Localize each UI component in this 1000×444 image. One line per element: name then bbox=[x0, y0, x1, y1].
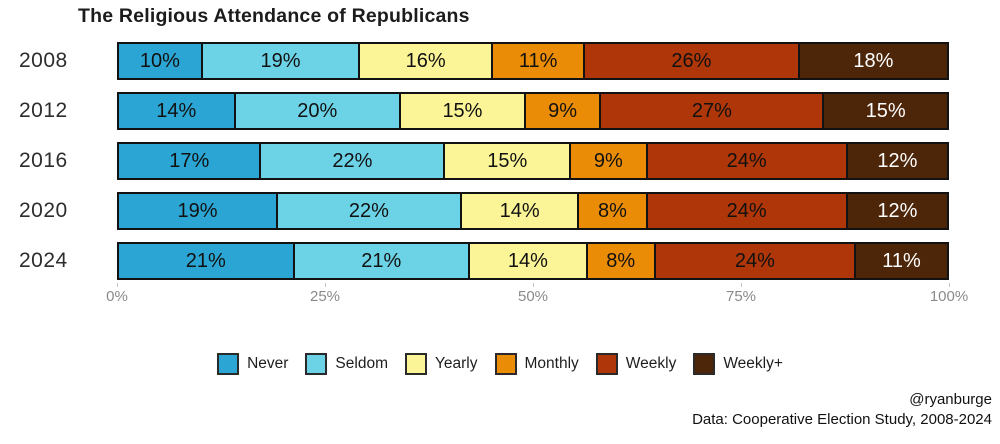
bar-segment-yearly: 15% bbox=[399, 92, 526, 130]
bar-segment-weekly: 24% bbox=[653, 242, 857, 280]
legend-swatch bbox=[217, 353, 240, 375]
axis-tick-label: 25% bbox=[309, 288, 341, 305]
bar-row: 2016 17% 22% 15% 9% 24% 12% bbox=[0, 142, 1000, 180]
legend-label: Never bbox=[247, 355, 289, 372]
bar-segment-never: 14% bbox=[117, 92, 236, 130]
year-label: 2008 bbox=[19, 49, 68, 72]
bar-segment-weekly: 27% bbox=[599, 92, 825, 130]
x-axis: 0% 25% 50% 75% 100% bbox=[106, 283, 968, 307]
bar-segment-seldom: 22% bbox=[259, 142, 446, 180]
legend-swatch bbox=[404, 353, 427, 375]
axis-tick-label: 100% bbox=[929, 288, 969, 305]
legend: Never Seldom Yearly Monthly Weekly Weekly+ bbox=[0, 353, 1000, 375]
bar-segment-never: 21% bbox=[117, 242, 295, 280]
chart-title: The Religious Attendance of Republicans bbox=[78, 5, 470, 27]
axis-tick-label: 50% bbox=[517, 288, 549, 305]
axis-tick bbox=[117, 283, 118, 287]
legend-item-weekly: Weekly bbox=[595, 353, 677, 375]
legend-swatch bbox=[494, 353, 517, 375]
stacked-bar: 21% 21% 14% 8% 24% 11% bbox=[117, 242, 949, 280]
stacked-bar: 17% 22% 15% 9% 24% 12% bbox=[117, 142, 949, 180]
bar-segment-yearly: 14% bbox=[459, 192, 580, 230]
axis-tick bbox=[741, 283, 742, 287]
bar-segment-weekly: 24% bbox=[645, 192, 848, 230]
bar-segment-monthly: 8% bbox=[585, 242, 656, 280]
legend-item-monthly: Monthly bbox=[494, 353, 579, 375]
bar-segment-monthly: 9% bbox=[569, 142, 648, 180]
legend-item-weekly-plus: Weekly+ bbox=[693, 353, 783, 375]
stacked-bar: 19% 22% 14% 8% 24% 12% bbox=[117, 192, 949, 230]
bar-segment-never: 17% bbox=[117, 142, 262, 180]
bar-segment-weekly-plus: 12% bbox=[845, 142, 949, 180]
bar-row: 2008 10% 19% 16% 11% 26% 18% bbox=[0, 42, 1000, 80]
bar-segment-yearly: 16% bbox=[358, 42, 494, 80]
bar-segment-monthly: 9% bbox=[523, 92, 602, 130]
year-label: 2024 bbox=[19, 249, 68, 272]
legend-swatch bbox=[693, 353, 716, 375]
bar-segment-weekly: 26% bbox=[583, 42, 800, 80]
data-source: Data: Cooperative Election Study, 2008-2… bbox=[692, 411, 992, 428]
bar-segment-weekly-plus: 15% bbox=[822, 92, 949, 130]
bar-segment-seldom: 22% bbox=[275, 192, 462, 230]
bar-row: 2012 14% 20% 15% 9% 27% 15% bbox=[0, 92, 1000, 130]
legend-label: Yearly bbox=[434, 355, 478, 372]
legend-label: Seldom bbox=[335, 355, 388, 372]
bar-segment-seldom: 21% bbox=[292, 242, 471, 280]
bar-segment-weekly-plus: 12% bbox=[845, 192, 949, 230]
axis-tick bbox=[325, 283, 326, 287]
legend-swatch bbox=[595, 353, 618, 375]
footer: @ryanburge Data: Cooperative Election St… bbox=[692, 390, 992, 430]
legend-swatch bbox=[305, 353, 328, 375]
axis-tick-label: 75% bbox=[725, 288, 757, 305]
axis-tick bbox=[533, 283, 534, 287]
legend-item-seldom: Seldom bbox=[305, 353, 388, 375]
bar-segment-monthly: 11% bbox=[491, 42, 586, 80]
bar-segment-monthly: 8% bbox=[577, 192, 648, 230]
bar-segment-weekly-plus: 18% bbox=[797, 42, 949, 80]
year-label: 2016 bbox=[19, 149, 68, 172]
bar-segment-never: 10% bbox=[117, 42, 203, 80]
bar-segment-never: 19% bbox=[117, 192, 278, 230]
bar-row: 2020 19% 22% 14% 8% 24% 12% bbox=[0, 192, 1000, 230]
legend-label: Monthly bbox=[524, 355, 579, 372]
axis-tick-label: 0% bbox=[106, 288, 128, 305]
stacked-bar-rows: 2008 10% 19% 16% 11% 26% 18% 2012 14% 20% 15% 9% 27%… bbox=[0, 42, 1000, 292]
stacked-bar: 14% 20% 15% 9% 27% 15% bbox=[117, 92, 949, 130]
year-label: 2020 bbox=[19, 199, 68, 222]
legend-label: Weekly bbox=[625, 355, 677, 372]
bar-segment-weekly: 24% bbox=[645, 142, 848, 180]
bar-segment-yearly: 15% bbox=[443, 142, 572, 180]
author-handle: @ryanburge bbox=[909, 391, 992, 408]
legend-item-never: Never bbox=[217, 353, 288, 375]
axis-tick bbox=[949, 283, 950, 287]
legend-label: Weekly+ bbox=[723, 355, 783, 372]
year-label: 2012 bbox=[19, 99, 68, 122]
bar-segment-weekly-plus: 11% bbox=[854, 242, 949, 280]
bar-row: 2024 21% 21% 14% 8% 24% 11% bbox=[0, 242, 1000, 280]
stacked-bar: 10% 19% 16% 11% 26% 18% bbox=[117, 42, 949, 80]
bar-segment-seldom: 20% bbox=[233, 92, 402, 130]
bar-segment-seldom: 19% bbox=[200, 42, 361, 80]
legend-item-yearly: Yearly bbox=[404, 353, 478, 375]
bar-segment-yearly: 14% bbox=[468, 242, 588, 280]
